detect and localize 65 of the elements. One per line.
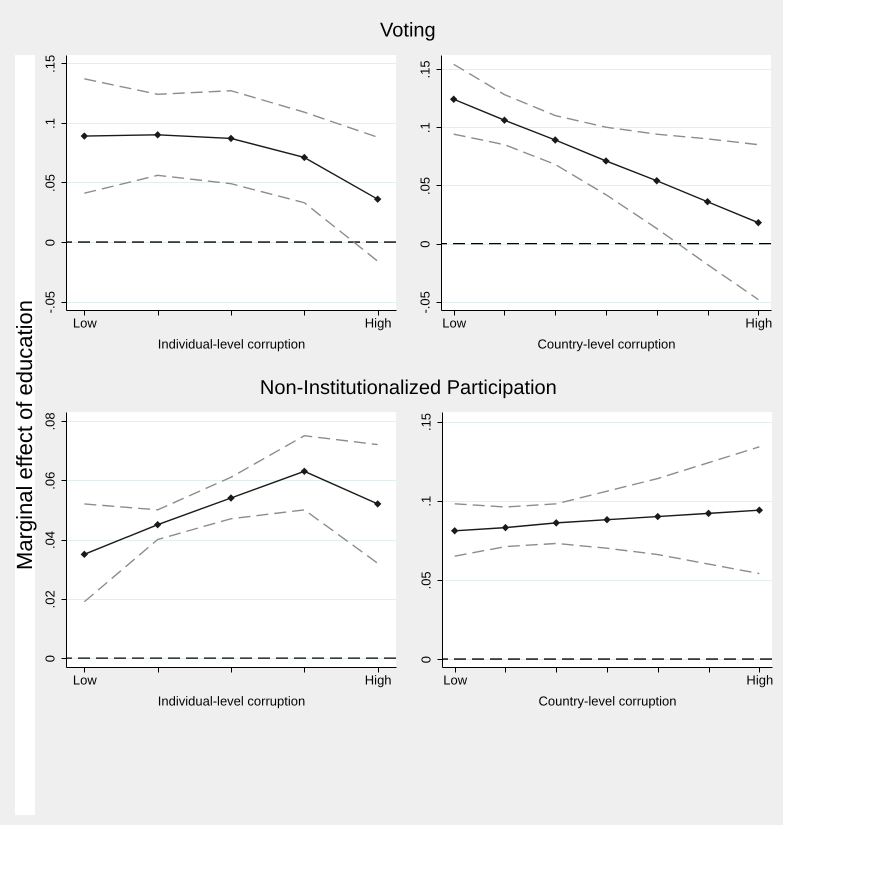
- point: [374, 500, 382, 508]
- y-tick-label: .05: [418, 176, 432, 195]
- x-tick-label: Low: [72, 316, 98, 330]
- point: [227, 494, 235, 502]
- chart-title: Voting: [380, 19, 436, 42]
- point: [500, 116, 508, 124]
- x-axis-title: Country-level corruption: [537, 336, 676, 352]
- line-series: [454, 542, 760, 574]
- point: [450, 96, 458, 103]
- x-axis-title: Individual-level corruption: [158, 336, 306, 352]
- line-series: [452, 133, 760, 300]
- point: [80, 550, 88, 558]
- point: [300, 468, 308, 476]
- y-axis-title: Marginal effect of education: [12, 300, 37, 570]
- y-tick-label: .08: [42, 412, 58, 430]
- point: [374, 195, 382, 203]
- y-tick-label: .1: [418, 496, 434, 507]
- x-tick-label: High: [364, 316, 392, 330]
- line-series: [84, 435, 378, 511]
- y-tick-label: .05: [42, 174, 58, 192]
- y-tick-label: .1: [418, 122, 432, 134]
- point: [227, 134, 235, 142]
- y-tick-label: .15: [42, 54, 58, 73]
- x-axis-title: Country-level corruption: [538, 694, 677, 708]
- y-tick-label: 0: [418, 656, 434, 664]
- line-series: [84, 174, 378, 262]
- point: [154, 520, 162, 528]
- line-series: [84, 509, 378, 602]
- point: [603, 516, 611, 524]
- point: [602, 157, 610, 165]
- point: [754, 218, 762, 226]
- point: [450, 527, 458, 534]
- point: [80, 132, 88, 140]
- y-tick-label: 0: [42, 238, 58, 246]
- y-tick-label: .1: [42, 118, 58, 129]
- point: [704, 510, 712, 518]
- point: [300, 154, 308, 162]
- x-tick-label: High: [364, 672, 392, 688]
- point: [704, 198, 712, 206]
- y-tick-label: .06: [42, 472, 58, 490]
- y-tick-label: -.05: [418, 291, 432, 314]
- y-tick-label: .02: [42, 590, 58, 608]
- y-tick-label: 0: [418, 240, 432, 248]
- y-tick-label: .15: [418, 60, 432, 79]
- y-tick-label: -.05: [42, 290, 58, 314]
- point: [154, 131, 162, 139]
- line-series: [454, 446, 760, 508]
- point: [756, 506, 764, 514]
- line-series: [452, 64, 760, 146]
- x-tick-label: Low: [443, 672, 468, 688]
- y-tick-label: .05: [418, 571, 434, 590]
- point: [552, 519, 560, 527]
- x-tick-label: Low: [442, 316, 467, 330]
- y-tick-label: .04: [42, 530, 58, 550]
- x-tick-label: High: [745, 316, 772, 330]
- point: [502, 524, 510, 532]
- point: [654, 512, 662, 520]
- y-tick-label: 0: [42, 654, 58, 662]
- x-tick-label: Low: [72, 672, 98, 688]
- chart-title: Non-Institutionalized Participation: [260, 376, 557, 399]
- point: [653, 177, 660, 184]
- x-tick-label: High: [746, 672, 774, 688]
- y-tick-label: .15: [418, 412, 434, 432]
- x-axis-title: Individual-level corruption: [158, 694, 306, 708]
- line-series: [84, 78, 378, 138]
